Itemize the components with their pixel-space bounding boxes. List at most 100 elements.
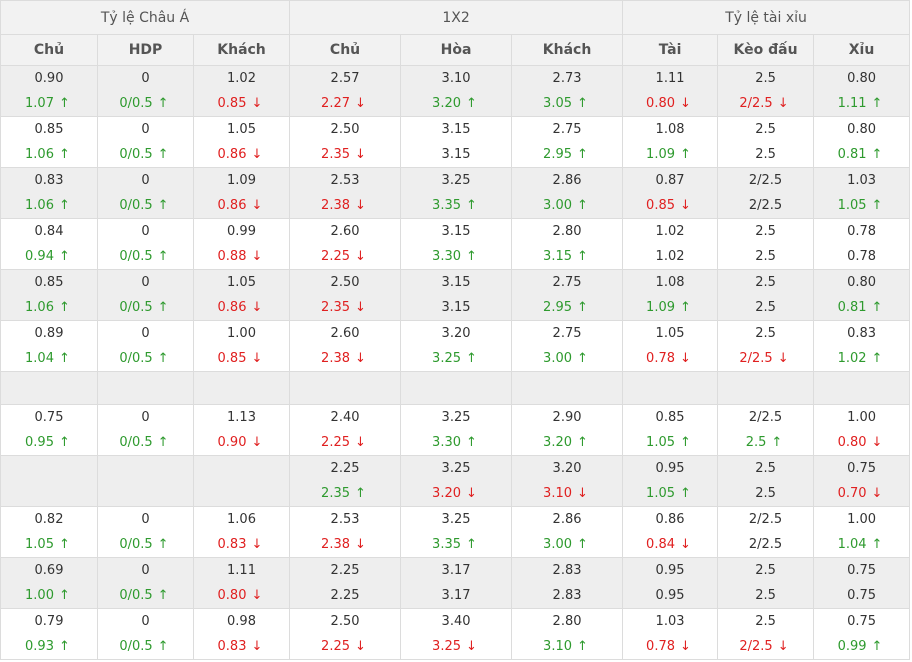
arrow-up-icon: ↑ xyxy=(157,537,169,552)
arrow-down-icon: ↓ xyxy=(466,486,477,501)
arrow-up-icon: ↑ xyxy=(157,147,169,162)
empty-cell xyxy=(813,371,911,405)
opening-odds-value: 1.08 xyxy=(655,275,685,290)
odds-cell-content: 2.73 3.05 ↑ xyxy=(512,66,622,116)
opening-odds-value: 3.10 xyxy=(441,71,471,86)
empty-cell xyxy=(400,371,513,405)
current-odds-value: 0/0.5 xyxy=(119,639,153,654)
current-odds: 0.80 ↓ xyxy=(838,430,886,455)
odds-cell-content: 2.75 3.00 ↑ xyxy=(512,321,622,371)
odds-cell: 2.5 2/2.5 ↓ xyxy=(717,608,815,660)
opening-odds-value: 2.5 xyxy=(755,326,776,341)
odds-cell: 2.75 2.95 ↑ xyxy=(511,116,624,168)
current-odds-value: 2.35 xyxy=(321,147,350,162)
empty-cell xyxy=(192,371,291,405)
odds-cell-content: 0.89 1.04 ↑ xyxy=(1,321,97,371)
odds-cell: 0.69 1.00 ↑ xyxy=(0,557,98,609)
opening-odds-value: 3.15 xyxy=(441,224,471,239)
odds-cell-content: 0 0/0.5 ↑ xyxy=(98,321,193,371)
current-odds: 3.35 ↑ xyxy=(432,532,480,557)
arrow-down-icon: ↓ xyxy=(355,639,366,654)
odds-cell: 1.13 0.90 ↓ xyxy=(192,404,291,456)
current-odds: 1.06 ↑ xyxy=(25,295,73,320)
odds-cell: 0 0/0.5 ↑ xyxy=(97,218,194,270)
odds-cell: 0.95 1.05 ↑ xyxy=(622,455,719,507)
current-odds-value: 0.88 xyxy=(217,249,247,264)
arrow-up-icon: ↑ xyxy=(871,537,883,552)
current-odds-value: 3.00 xyxy=(543,537,572,552)
current-odds-value: 2.5 xyxy=(755,249,776,264)
opening-odds-value: 3.20 xyxy=(552,461,582,476)
current-odds-value: 3.20 xyxy=(432,96,461,111)
odds-cell: 2.60 2.38 ↓ xyxy=(289,320,402,372)
odds-cell-content: 0.98 0.83 ↓ xyxy=(194,609,289,659)
current-odds: 3.05 ↑ xyxy=(543,91,591,116)
odds-cell: 3.25 3.30 ↑ xyxy=(400,404,513,456)
current-odds: 3.20 ↑ xyxy=(543,430,591,455)
opening-odds-value: 2.53 xyxy=(330,173,360,188)
opening-odds-value: 0.82 xyxy=(34,512,64,527)
odds-cell: 0.78 0.78 xyxy=(813,218,911,270)
current-odds-value: 3.35 xyxy=(432,537,461,552)
odds-cell-content: 3.20 3.25 ↑ xyxy=(401,321,511,371)
current-odds: 2.5 xyxy=(755,244,776,269)
odds-cell: 1.00 0.80 ↓ xyxy=(813,404,911,456)
current-odds-value: 2.5 xyxy=(755,486,776,501)
arrow-up-icon: ↑ xyxy=(577,300,588,315)
odds-cell xyxy=(192,455,291,507)
opening-odds-value: 0 xyxy=(141,122,150,137)
current-odds: 0/0.5 ↑ xyxy=(119,532,171,557)
odds-cell-content: 2.60 2.38 ↓ xyxy=(290,321,400,371)
current-odds: 0/0.5 ↑ xyxy=(119,346,171,371)
current-odds-value: 2/2.5 xyxy=(739,96,773,111)
odds-cell-content: 2.50 2.35 ↓ xyxy=(290,270,400,320)
current-odds: 1.07 ↑ xyxy=(25,91,73,116)
arrow-up-icon: ↑ xyxy=(58,588,70,603)
current-odds-value: 0.83 xyxy=(217,639,247,654)
odds-cell-content: 3.10 3.20 ↑ xyxy=(401,66,511,116)
odds-cell-content: 2.5 2.5 xyxy=(718,456,813,506)
opening-odds-value: 2.75 xyxy=(552,275,582,290)
odds-cell xyxy=(97,455,194,507)
opening-odds-value: 2.50 xyxy=(330,614,360,629)
arrow-down-icon: ↓ xyxy=(577,486,588,501)
current-odds-value: 0.86 xyxy=(217,147,247,162)
current-odds: 3.30 ↑ xyxy=(432,430,480,455)
current-odds: 0.84 ↓ xyxy=(646,532,694,557)
odds-cell: 0.99 0.88 ↓ xyxy=(192,218,291,270)
odds-cell-content: 2.25 2.25 xyxy=(290,558,400,608)
current-odds: 1.06 ↑ xyxy=(25,193,73,218)
arrow-down-icon: ↓ xyxy=(251,351,263,366)
column-header-hdp: HDP xyxy=(97,34,194,66)
opening-odds-value: 2.86 xyxy=(552,512,582,527)
odds-cell: 1.03 0.78 ↓ xyxy=(622,608,719,660)
odds-cell: 1.05 0.86 ↓ xyxy=(192,116,291,168)
current-odds: 1.05 ↑ xyxy=(25,532,73,557)
current-odds: 3.00 ↑ xyxy=(543,193,591,218)
current-odds-value: 2/2.5 xyxy=(739,351,773,366)
current-odds-value: 3.30 xyxy=(432,435,461,450)
opening-odds-value: 1.03 xyxy=(655,614,685,629)
odds-cell: 1.02 1.02 xyxy=(622,218,719,270)
opening-odds-value: 2.60 xyxy=(330,326,360,341)
opening-odds-value: 2.40 xyxy=(330,410,360,425)
current-odds: 0.88 ↓ xyxy=(218,244,266,269)
odds-cell-content: 2.5 2.5 xyxy=(718,219,813,269)
odds-cell-content: 3.15 3.30 ↑ xyxy=(401,219,511,269)
opening-odds-value: 2.57 xyxy=(330,71,360,86)
current-odds: 0.78 ↓ xyxy=(646,634,694,659)
odds-cell-content: 0 0/0.5 ↑ xyxy=(98,609,193,659)
opening-odds-value: 2.83 xyxy=(552,563,582,578)
odds-cell-content: 1.05 0.86 ↓ xyxy=(194,117,289,167)
current-odds-value: 0/0.5 xyxy=(119,147,153,162)
current-odds-value: 2.38 xyxy=(321,351,350,366)
odds-cell: 2.5 2.5 xyxy=(717,218,815,270)
odds-cell-content: 3.25 3.35 ↑ xyxy=(401,168,511,218)
opening-odds-value: 2.53 xyxy=(330,512,360,527)
current-odds-value: 3.30 xyxy=(432,249,461,264)
arrow-up-icon: ↑ xyxy=(58,435,70,450)
odds-cell: 1.02 0.85 ↓ xyxy=(192,65,291,117)
odds-cell-content: 2.40 2.25 ↓ xyxy=(290,405,400,455)
current-odds: 3.20 ↑ xyxy=(432,91,480,116)
current-odds: 0/0.5 ↑ xyxy=(119,634,171,659)
